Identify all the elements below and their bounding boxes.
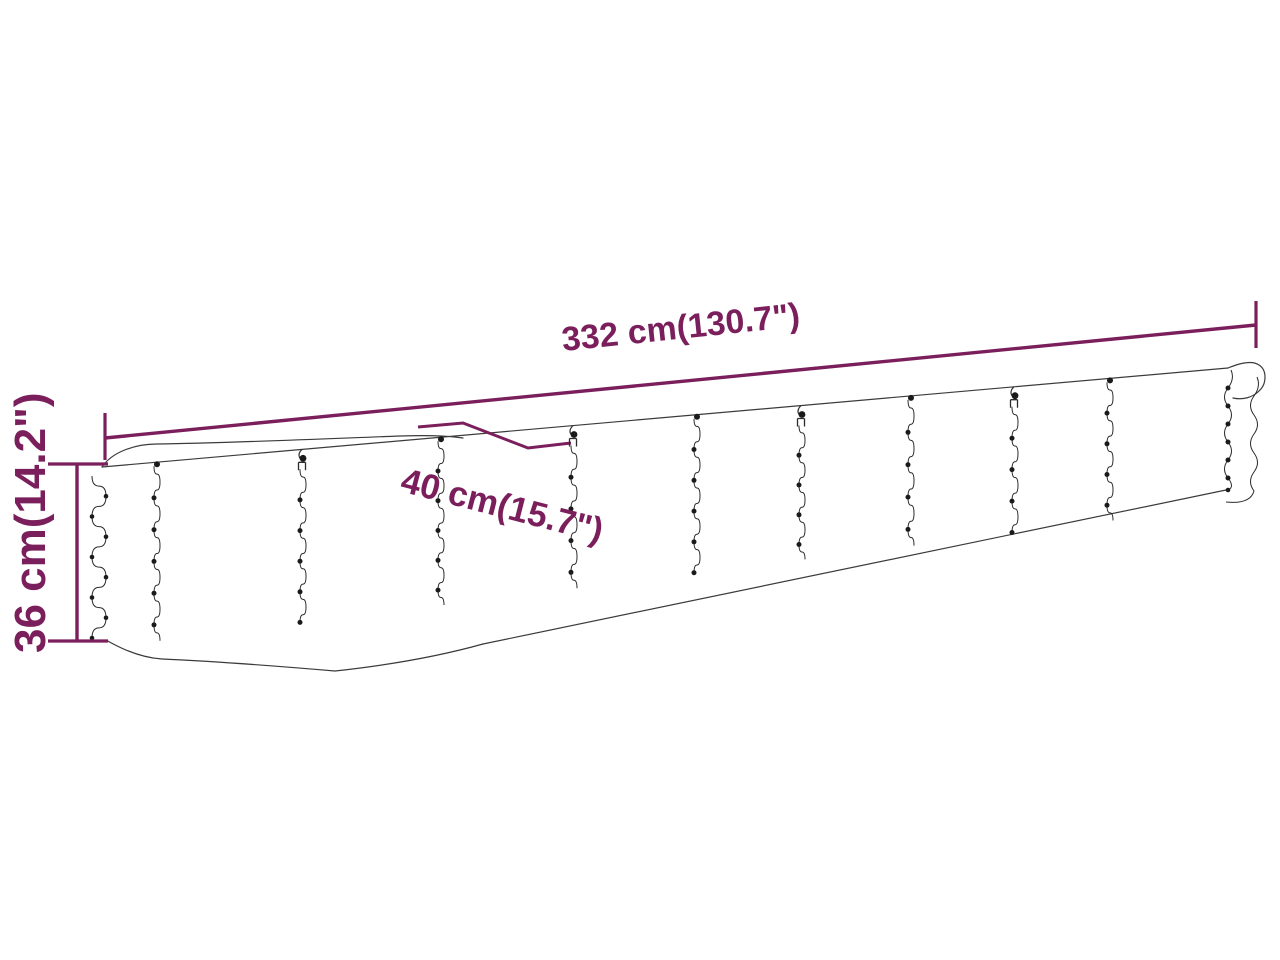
svg-text:36 cm(14.2"): 36 cm(14.2") (6, 392, 55, 653)
